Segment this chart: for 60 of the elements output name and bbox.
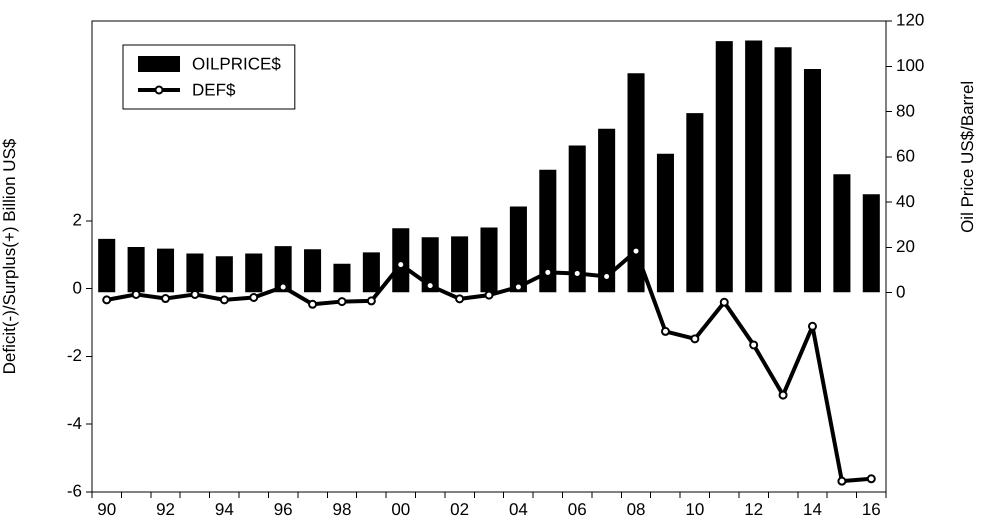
x-tick-label: 10: [685, 500, 704, 519]
x-tick-label: 00: [391, 500, 410, 519]
bar: [156, 248, 174, 292]
bar: [833, 174, 850, 292]
bar: [745, 40, 762, 292]
bar: [98, 238, 116, 292]
bar: [716, 41, 733, 292]
bar: [304, 249, 322, 292]
bar: [362, 252, 380, 292]
y-tick-label: 2: [72, 210, 82, 230]
point: [749, 340, 758, 350]
x-tick-label: 06: [568, 500, 587, 519]
bar: [333, 264, 350, 292]
point: [837, 476, 846, 486]
bar: [862, 194, 880, 292]
x-tick-label: 90: [97, 500, 116, 519]
x-tick-label: 02: [450, 500, 470, 519]
y2-tick-label: 40: [896, 192, 915, 211]
y2-tick-label: 20: [896, 237, 915, 256]
y2-tick-label: 60: [896, 146, 915, 166]
bar: [774, 47, 792, 292]
x-tick-label: 04: [508, 500, 528, 519]
point: [161, 294, 170, 304]
legend-label: DEF$: [192, 80, 236, 100]
x-tick-label: 92: [156, 500, 175, 519]
x-tick-label: 14: [803, 500, 822, 519]
bar: [686, 113, 704, 292]
y2-tick-label: 120: [896, 10, 924, 30]
point: [337, 297, 346, 306]
bar: [656, 154, 674, 292]
x-tick-label: 94: [214, 500, 234, 519]
y2-tick-label: 0: [896, 282, 906, 302]
y-axis-title: Deficit(-)/Surplus(+) Billion US$: [0, 138, 19, 374]
point: [660, 326, 670, 336]
y-tick-label: -4: [66, 414, 82, 433]
x-tick-label: 12: [744, 500, 764, 519]
x-tick-label: 96: [274, 500, 293, 519]
y-tick-label: 0: [72, 278, 82, 298]
point: [720, 298, 729, 307]
point: [866, 474, 876, 484]
x-tick-label: 08: [626, 500, 646, 519]
point: [808, 322, 817, 331]
y2-tick-label: 80: [896, 101, 915, 120]
bar: [804, 69, 822, 292]
point: [366, 296, 376, 306]
y-tick-label: -2: [66, 346, 82, 366]
y2-tick-label: 100: [896, 56, 924, 75]
point: [308, 300, 318, 309]
bar: [216, 256, 233, 292]
point: [102, 295, 112, 304]
legend-label: OILPRICE$: [192, 54, 282, 74]
point: [778, 390, 788, 400]
x-tick-label: 98: [332, 500, 352, 519]
point: [249, 293, 258, 302]
point: [690, 334, 700, 344]
point: [455, 294, 464, 304]
y2-axis-title: Oil Price US$/Barrel: [958, 80, 978, 233]
y-tick-label: -6: [66, 482, 82, 501]
point: [220, 295, 229, 304]
x-tick-label: 16: [862, 500, 881, 519]
